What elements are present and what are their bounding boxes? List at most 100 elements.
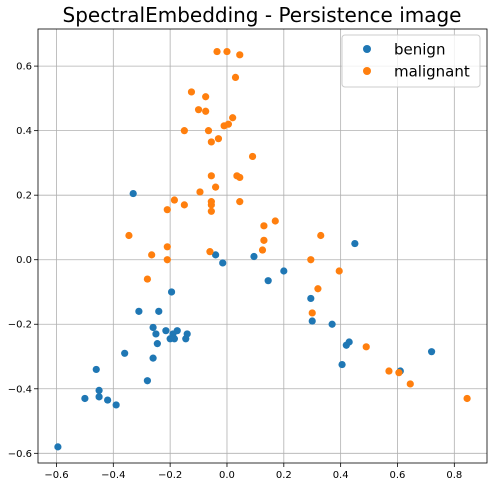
y-tick-label: 0.6: [16, 62, 32, 73]
point-benign: [173, 327, 181, 335]
point-malignant: [258, 246, 267, 254]
point-malignant: [229, 114, 237, 122]
point-malignant: [362, 343, 370, 351]
point-malignant: [463, 394, 471, 403]
point-malignant: [204, 127, 213, 135]
point-malignant: [170, 196, 179, 204]
point-benign: [129, 189, 137, 198]
point-benign: [264, 277, 272, 285]
y-tick-label: −0.6: [8, 449, 32, 460]
point-benign: [104, 396, 112, 404]
grid-lines: [38, 29, 487, 463]
point-malignant: [202, 107, 210, 115]
point-benign: [345, 338, 353, 346]
point-benign: [307, 294, 315, 303]
point-malignant: [271, 217, 279, 225]
point-benign: [328, 320, 336, 328]
legend-label-malignant: malignant: [394, 63, 470, 81]
point-malignant: [335, 267, 343, 275]
point-malignant: [163, 206, 171, 214]
axes: −0.6 −0.4 −0.2 0.0 0.2 0.4 0.6 0.8 −0.6 −0.4 −0.2 0…: [8, 62, 463, 481]
point-malignant: [196, 188, 204, 196]
series-malignant: [125, 47, 471, 403]
point-malignant: [206, 248, 214, 256]
x-tick-label: 0.0: [219, 470, 235, 481]
y-tick-label: 0.4: [16, 126, 32, 137]
point-benign: [280, 267, 288, 275]
point-benign: [167, 288, 176, 296]
point-benign: [162, 327, 170, 335]
point-benign: [351, 239, 359, 248]
point-malignant: [148, 251, 156, 259]
point-benign: [143, 377, 152, 385]
y-tick-label: −0.4: [8, 384, 32, 395]
point-malignant: [223, 47, 231, 56]
data-points: [54, 47, 471, 451]
point-malignant: [406, 380, 414, 388]
point-malignant: [180, 201, 188, 209]
point-benign: [183, 330, 191, 338]
x-tick-label: −0.6: [44, 470, 68, 481]
point-benign: [54, 443, 62, 451]
point-malignant: [207, 207, 215, 215]
point-benign: [81, 394, 89, 403]
point-benign: [212, 251, 220, 259]
point-benign: [149, 354, 157, 362]
point-malignant: [236, 198, 244, 206]
point-malignant: [236, 173, 244, 182]
chart-title: SpectralEmbedding - Persistence image: [63, 3, 462, 27]
point-benign: [112, 401, 120, 409]
point-malignant: [395, 369, 403, 377]
point-benign: [92, 365, 100, 374]
legend: benign malignant: [341, 34, 481, 88]
point-benign: [219, 259, 227, 267]
x-tick-label: 0.6: [390, 470, 406, 481]
plot-frame: [37, 28, 488, 464]
point-benign: [250, 252, 258, 261]
series-benign: [54, 189, 436, 451]
point-benign: [121, 349, 129, 357]
x-tick-label: 0.8: [446, 470, 462, 481]
point-malignant: [385, 367, 393, 375]
x-tick-label: −0.2: [158, 470, 182, 481]
point-malignant: [212, 183, 220, 191]
point-benign: [170, 335, 179, 343]
point-malignant: [125, 231, 133, 240]
y-tick-label: 0.0: [16, 255, 32, 266]
point-malignant: [207, 198, 215, 206]
point-malignant: [202, 93, 210, 101]
point-malignant: [214, 135, 223, 143]
x-tick-label: −0.4: [101, 470, 125, 481]
point-benign: [153, 340, 161, 348]
point-malignant: [143, 275, 152, 283]
point-benign: [135, 307, 143, 315]
point-benign: [155, 307, 163, 315]
point-malignant: [207, 138, 215, 146]
point-benign: [338, 360, 346, 369]
point-malignant: [260, 222, 268, 230]
x-tick-label: 0.2: [276, 470, 292, 481]
point-malignant: [180, 127, 188, 135]
point-benign: [427, 348, 436, 356]
point-malignant: [314, 285, 322, 293]
point-malignant: [231, 73, 240, 82]
point-malignant: [194, 106, 203, 114]
x-tick-label: 0.4: [333, 470, 349, 481]
point-malignant: [248, 152, 257, 161]
point-benign: [152, 330, 160, 338]
point-benign: [149, 323, 157, 332]
point-malignant: [307, 256, 315, 264]
y-tick-label: 0.2: [16, 191, 32, 202]
legend-marker-benign: [363, 45, 371, 53]
point-malignant: [187, 88, 196, 96]
point-malignant: [317, 231, 325, 240]
point-malignant: [236, 51, 244, 59]
point-malignant: [213, 47, 221, 56]
y-tick-label: −0.2: [8, 320, 32, 331]
legend-marker-malignant: [363, 67, 371, 75]
point-benign: [308, 317, 316, 325]
point-malignant: [260, 236, 268, 244]
legend-box: [341, 34, 481, 88]
point-benign: [95, 386, 103, 394]
